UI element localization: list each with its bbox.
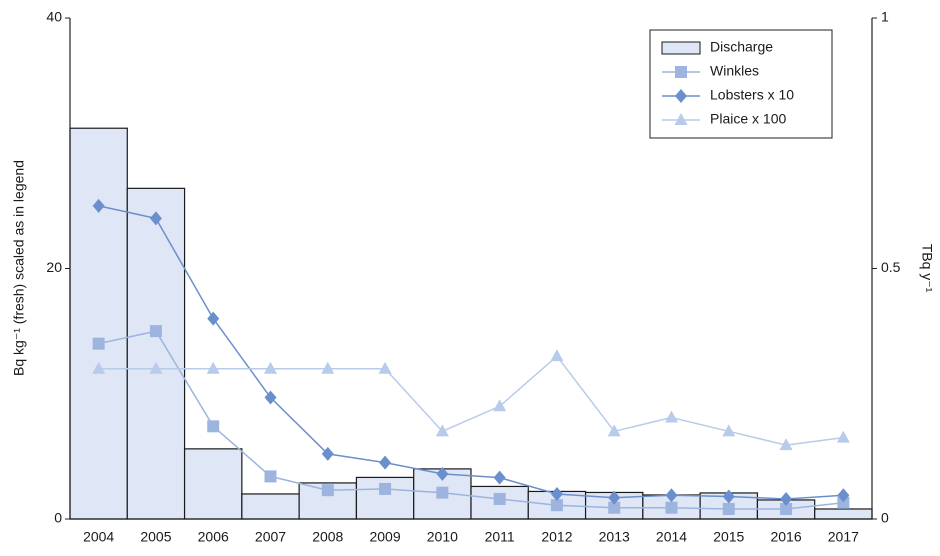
x-tick-label: 2016	[770, 529, 801, 545]
point	[779, 438, 793, 451]
y2-tick-label: 1	[881, 9, 889, 25]
x-tick-label: 2004	[83, 529, 114, 545]
x-tick-label: 2013	[599, 529, 630, 545]
legend-marker	[674, 113, 688, 125]
x-tick-label: 2015	[713, 529, 744, 545]
bar	[69, 127, 128, 520]
line	[98, 205, 844, 500]
point	[608, 490, 621, 505]
line	[98, 355, 844, 446]
x-tick-label: 2009	[369, 529, 400, 545]
x-tick-label: 2011	[485, 529, 515, 545]
axes	[69, 18, 873, 520]
x-tick-label: 2005	[140, 529, 171, 545]
point	[608, 501, 621, 514]
point	[665, 488, 678, 503]
y2-tick-label: 0	[881, 510, 889, 526]
point	[493, 399, 507, 412]
point	[379, 455, 392, 470]
bar	[183, 448, 243, 520]
point	[722, 424, 736, 437]
x-tick-label: 2010	[427, 529, 458, 545]
y-tick-label: 20	[46, 259, 62, 275]
point	[264, 470, 277, 483]
point	[493, 470, 506, 485]
x-tick-label: 2006	[198, 529, 229, 545]
point	[321, 484, 334, 497]
point	[149, 361, 163, 374]
point	[722, 489, 735, 504]
y-axis-title: Bq kg⁻¹ (fresh) scaled as in legend	[11, 160, 27, 376]
point	[722, 502, 735, 515]
x-tick-label: 2012	[541, 529, 572, 545]
legend-label: Plaice x 100	[710, 111, 786, 127]
point	[92, 361, 106, 374]
legend-label: Winkles	[710, 63, 759, 79]
bar	[814, 508, 873, 520]
bar	[241, 493, 300, 520]
point	[149, 211, 162, 226]
point	[780, 491, 793, 506]
y2-tick-label: 0.5	[881, 259, 901, 275]
y-tick-label: 0	[54, 510, 62, 526]
legend-label: Lobsters x 10	[710, 87, 794, 103]
y-tick-label: 40	[46, 9, 62, 25]
point	[837, 488, 850, 503]
x-tick-label: 2008	[312, 529, 343, 545]
point	[665, 410, 678, 423]
legend-label: Discharge	[710, 39, 773, 55]
point	[92, 198, 105, 213]
point	[379, 482, 392, 495]
bar	[126, 187, 186, 520]
point	[92, 337, 105, 350]
point	[264, 361, 277, 374]
legend-marker	[675, 66, 687, 78]
point	[836, 430, 850, 443]
point	[149, 325, 162, 338]
point	[550, 486, 563, 501]
point	[207, 420, 220, 433]
point	[550, 499, 563, 512]
x-tick-label: 2014	[656, 529, 687, 545]
point	[435, 424, 449, 437]
line	[98, 330, 844, 510]
point	[607, 424, 621, 437]
x-tick-label: 2007	[255, 529, 286, 545]
point	[780, 502, 793, 515]
point	[207, 311, 220, 326]
point	[321, 361, 335, 374]
point	[436, 466, 449, 481]
point	[550, 349, 564, 362]
legend-swatch	[661, 41, 701, 55]
legend-marker	[675, 89, 687, 103]
y2-axis-title: TBq y⁻¹	[919, 244, 935, 293]
point	[665, 501, 678, 514]
x-tick-label: 2017	[828, 529, 859, 545]
point	[206, 361, 220, 374]
point	[378, 361, 392, 374]
point	[264, 390, 277, 405]
point	[493, 492, 506, 505]
point	[321, 446, 334, 461]
point	[837, 496, 850, 509]
point	[436, 486, 449, 499]
